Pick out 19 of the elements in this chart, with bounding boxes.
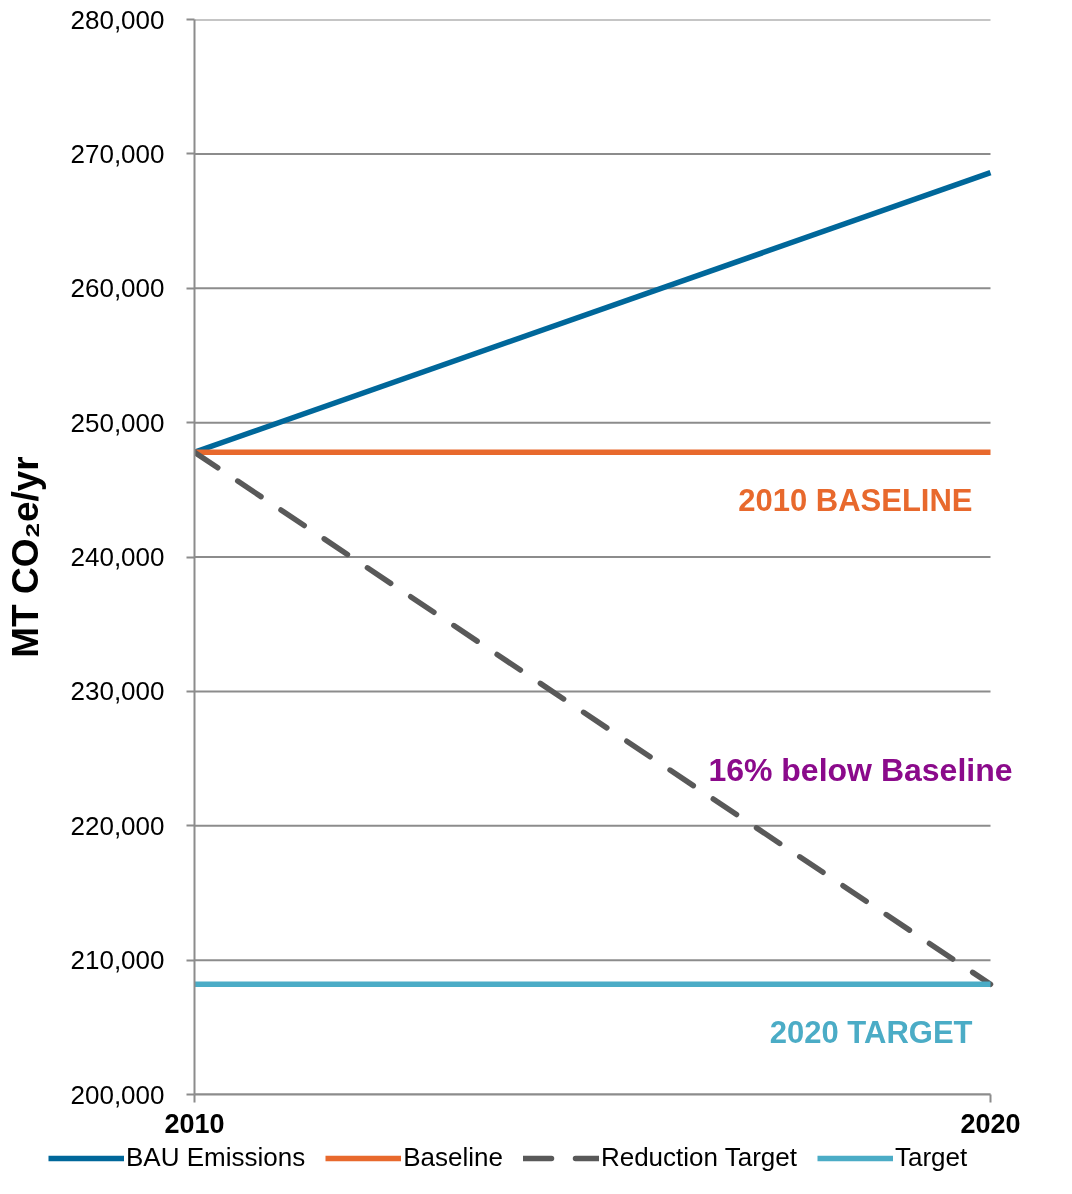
x-tick-label: 2010 <box>164 1108 225 1139</box>
y-tick-label: 250,000 <box>70 407 165 438</box>
annotation: 2010 BASELINE <box>738 482 973 518</box>
legend-label: Target <box>894 1142 968 1173</box>
y-tick-label: 280,000 <box>70 4 165 35</box>
legend-label: BAU Emissions <box>126 1142 306 1173</box>
y-tick-label: 240,000 <box>70 542 165 572</box>
y-tick-label: 220,000 <box>70 810 165 841</box>
y-tick-label: 260,000 <box>70 273 165 304</box>
legend-label: Baseline <box>403 1142 503 1173</box>
annotation: 2020 TARGET <box>769 1014 973 1050</box>
y-tick-label: 200,000 <box>70 1079 165 1110</box>
legend-label: Reduction Target <box>600 1142 797 1173</box>
y-tick-label: 230,000 <box>70 676 165 707</box>
annotation: 16% below Baseline <box>708 751 1013 788</box>
x-tick-label: 2020 <box>960 1108 1021 1139</box>
y-tick-label: 210,000 <box>70 945 165 976</box>
y-axis-title: MT CO₂e/yr <box>4 456 46 658</box>
y-tick-label: 270,000 <box>70 138 165 169</box>
